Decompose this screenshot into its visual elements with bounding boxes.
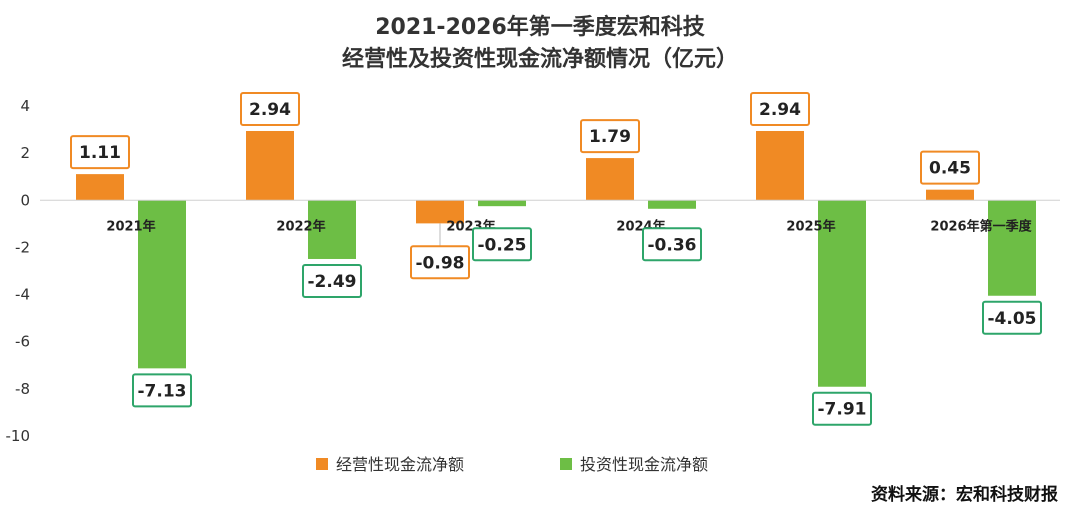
bar-investing [818, 200, 866, 387]
y-tick-label: 2 [20, 144, 30, 162]
y-tick-label: 4 [20, 97, 30, 115]
y-tick-label: -4 [15, 286, 30, 304]
bar-operating [756, 130, 804, 201]
data-label-box [812, 391, 872, 426]
legend-label-investing: 投资性现金流净额 [580, 455, 708, 474]
bar-operating [586, 158, 634, 201]
bar-investing [478, 200, 526, 207]
data-label: -7.13 [138, 381, 187, 401]
data-label-box [410, 245, 470, 280]
legend-swatch-operating [316, 458, 328, 470]
data-label: -0.98 [416, 253, 465, 273]
category-label: 2022年 [276, 218, 325, 234]
y-tick-label: -10 [6, 427, 31, 445]
legend-swatch-investing [560, 458, 572, 470]
data-label-box [920, 150, 980, 185]
data-label-box [982, 300, 1042, 335]
data-label: -4.05 [988, 309, 1037, 329]
data-label: -0.25 [478, 235, 527, 255]
legend: 经营性现金流净额 投资性现金流净额 [316, 455, 708, 474]
data-label-box [750, 91, 810, 126]
y-tick-label: 0 [20, 191, 30, 209]
bar-operating [416, 200, 464, 224]
data-label: -0.36 [648, 235, 697, 255]
data-label-box [472, 227, 532, 262]
chart-subtitle: 经营性及投资性现金流净额情况（亿元） [342, 46, 738, 72]
y-axis: 4 2 0 -2 -4 -6 -8 -10 [6, 97, 31, 445]
chart-title: 2021-2026年第一季度宏和科技 [375, 14, 706, 40]
bar-operating [926, 189, 974, 201]
data-labels: 1.11 -7.13 2.94 -2.49 -0.98 -0.25 1.79 -0.36 2.9… [70, 91, 1042, 426]
y-tick-label: -8 [15, 380, 30, 398]
data-label: 1.79 [589, 127, 631, 147]
category-label: 2025年 [786, 218, 835, 234]
data-label-box [580, 119, 640, 154]
category-label: 2021年 [106, 218, 155, 234]
data-label: -7.91 [818, 400, 867, 420]
data-label: 2.94 [759, 100, 801, 120]
data-label-box [240, 91, 300, 126]
data-label: -2.49 [308, 272, 357, 292]
data-label-box [70, 135, 130, 170]
data-label-box [302, 263, 362, 298]
category-labels: 2021年 2022年 2023年 2024年 2025年 2026年第一季度 [106, 218, 1032, 234]
y-tick-label: -6 [15, 333, 30, 351]
data-label: 0.45 [929, 159, 971, 179]
category-label: 2026年第一季度 [930, 218, 1032, 234]
data-label: 1.11 [79, 143, 121, 163]
bar-investing [138, 200, 186, 369]
bars-layer [76, 130, 1036, 387]
legend-label-operating: 经营性现金流净额 [336, 455, 464, 474]
data-source: 资料来源：宏和科技财报 [871, 484, 1058, 505]
data-label-box [132, 373, 192, 408]
bar-investing [648, 200, 696, 209]
bar-investing [988, 200, 1036, 296]
y-tick-label: -2 [15, 238, 30, 256]
bar-operating [76, 174, 124, 201]
bar-investing [308, 200, 356, 259]
data-label: 2.94 [249, 100, 291, 120]
bar-operating [246, 130, 294, 201]
data-label-box [642, 227, 702, 262]
